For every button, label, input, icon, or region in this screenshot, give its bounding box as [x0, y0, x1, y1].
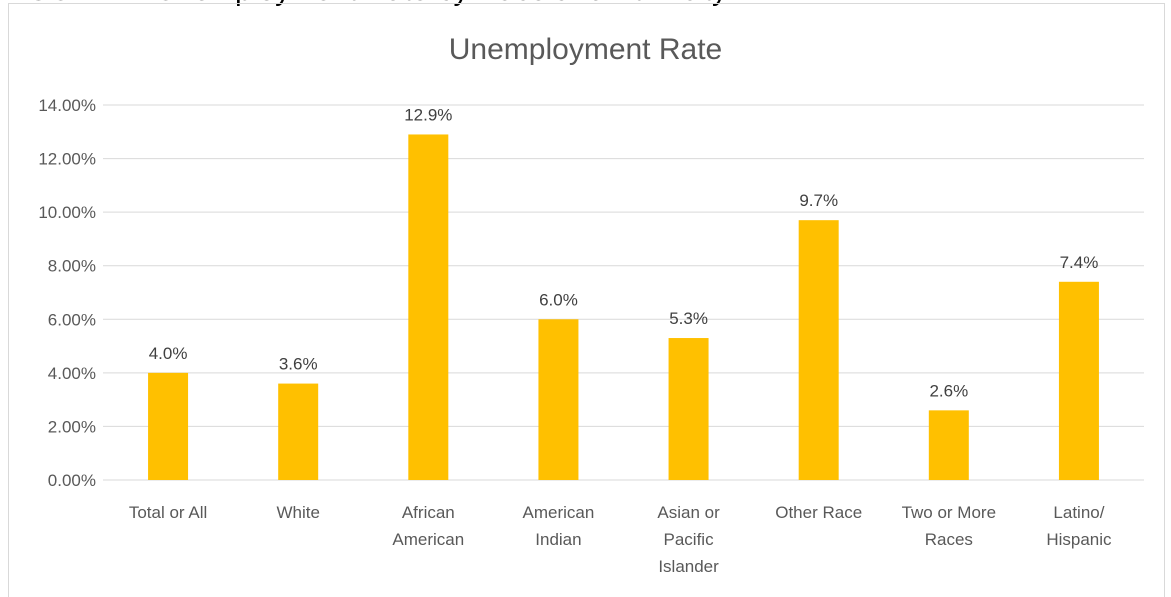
x-tick-label: Other Race	[775, 503, 862, 522]
x-tick-label: American	[523, 503, 595, 522]
data-label: 4.0%	[149, 344, 188, 363]
y-tick-label: 2.00%	[48, 417, 96, 436]
bar	[1058, 281, 1099, 480]
y-tick-label: 8.00%	[48, 257, 96, 276]
data-label: 3.6%	[279, 355, 318, 374]
x-tick-label: Latino/	[1053, 503, 1104, 522]
y-tick-label: 12.00%	[38, 150, 96, 169]
x-tick-label: Islander	[658, 557, 719, 576]
data-label: 6.0%	[539, 290, 578, 309]
data-label: 5.3%	[669, 309, 708, 328]
x-tick-label: African	[402, 503, 455, 522]
x-tick-label: White	[276, 503, 319, 522]
y-tick-label: 6.00%	[48, 310, 96, 329]
bar	[668, 338, 709, 480]
bar	[928, 410, 969, 480]
x-tick-label: Pacific	[664, 530, 715, 549]
data-label: 9.7%	[799, 191, 838, 210]
chart-frame	[8, 3, 1165, 597]
bar	[278, 383, 319, 480]
data-label: 7.4%	[1060, 253, 1099, 272]
y-tick-label: 10.00%	[38, 203, 96, 222]
y-tick-label: 4.00%	[48, 364, 96, 383]
x-tick-label: Races	[925, 530, 973, 549]
bar	[408, 134, 449, 480]
x-tick-label: Indian	[535, 530, 581, 549]
data-label: 12.9%	[404, 105, 452, 124]
y-tick-label: 14.00%	[38, 96, 96, 115]
bar	[798, 220, 839, 480]
x-tick-label: Hispanic	[1046, 530, 1112, 549]
y-tick-label: 0.00%	[48, 471, 96, 490]
x-tick-label: Total or All	[129, 503, 207, 522]
bar	[148, 372, 189, 480]
bar	[538, 319, 579, 480]
chart-title: Unemployment Rate	[448, 33, 723, 66]
x-tick-label: American	[392, 530, 464, 549]
x-tick-label: Asian or	[657, 503, 720, 522]
data-label: 2.6%	[929, 381, 968, 400]
x-tick-label: Two or More	[902, 503, 996, 522]
